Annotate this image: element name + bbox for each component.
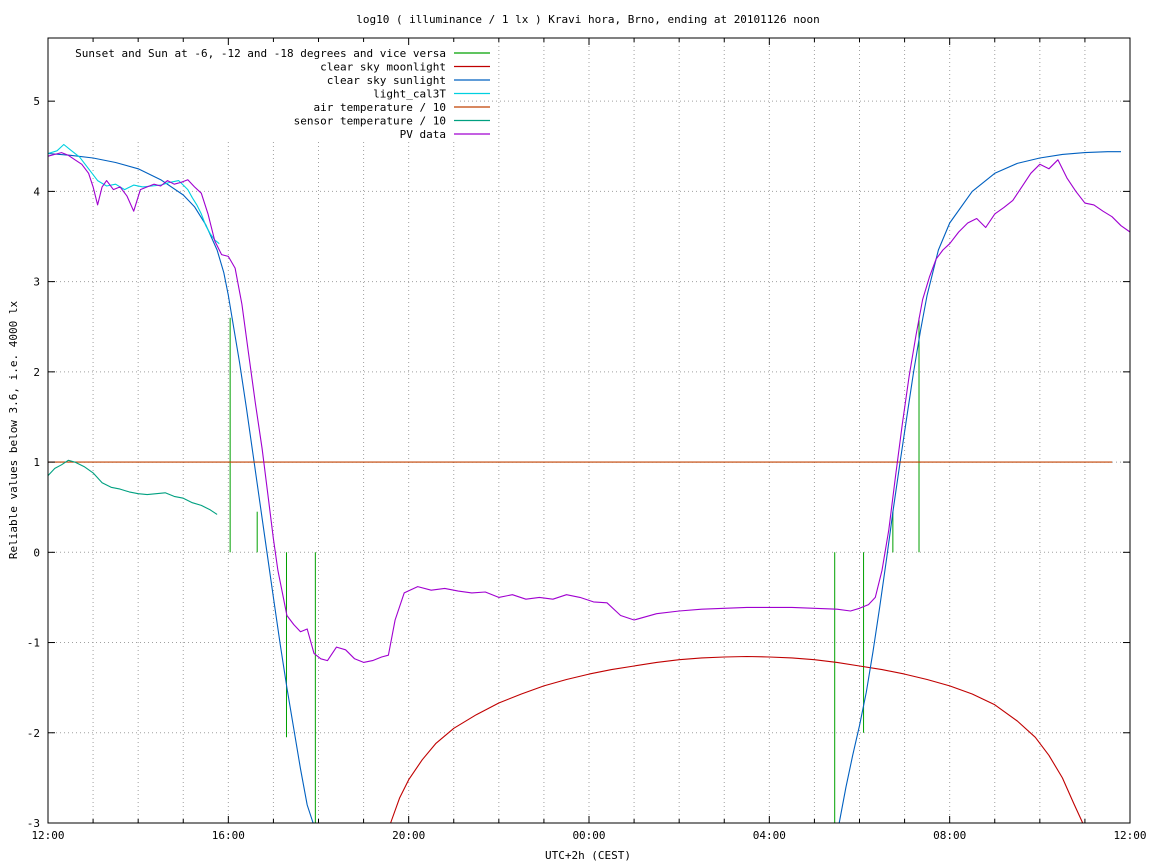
series-line-light-cal3t: [47, 143, 220, 245]
x-tick-label: 04:00: [753, 829, 786, 842]
y-tick-label: 3: [33, 276, 40, 289]
legend-label: PV data: [400, 128, 446, 141]
y-tick-label: -1: [27, 637, 40, 650]
ticks: 12:00 16:00 20:00 00:00 04:00 08:00 12:00-3-2-…: [27, 38, 1147, 842]
x-tick-label: 12:00: [1113, 829, 1146, 842]
series-line-pv-data: [47, 152, 1131, 663]
x-tick-label: 12:00: [31, 829, 64, 842]
series-line-clear-sky-moonlight: [390, 655, 1084, 824]
x-tick-label: 08:00: [933, 829, 966, 842]
y-tick-label: 2: [33, 366, 40, 379]
legend-label: sensor temperature / 10: [294, 115, 446, 128]
y-tick-label: 0: [33, 546, 40, 559]
series-line-sensor-temperature-10: [47, 459, 218, 515]
y-tick-label: 4: [33, 185, 40, 198]
series-layer: [47, 143, 1131, 824]
legend-label: light_cal3T: [373, 88, 446, 101]
x-tick-label: 16:00: [212, 829, 245, 842]
legend-label: Sunset and Sun at -6, -12 and -18 degree…: [75, 47, 446, 60]
y-tick-label: 1: [33, 456, 40, 469]
chart-title: log10 ( illuminance / 1 lx ) Kravi hora,…: [356, 13, 820, 26]
y-axis-label: Reliable values below 3.6, i.e. 4000 lx: [7, 300, 20, 559]
y-tick-label: 5: [33, 95, 40, 108]
legend-label: clear sky sunlight: [327, 74, 446, 87]
x-axis-label: UTC+2h (CEST): [545, 849, 631, 862]
legend: Sunset and Sun at -6, -12 and -18 degree…: [75, 47, 490, 141]
legend-label: clear sky moonlight: [320, 61, 446, 74]
y-tick-label: -2: [27, 727, 40, 740]
y-tick-label: -3: [27, 817, 40, 830]
x-tick-label: 20:00: [392, 829, 425, 842]
x-tick-label: 00:00: [572, 829, 605, 842]
legend-label: air temperature / 10: [314, 101, 446, 114]
